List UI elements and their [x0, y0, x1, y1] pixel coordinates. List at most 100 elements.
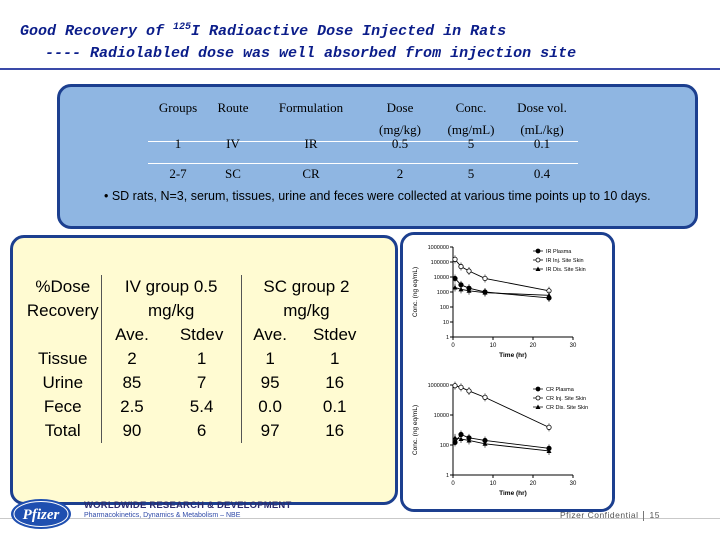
data-point — [466, 437, 472, 443]
legend-marker — [535, 248, 541, 254]
data-point — [466, 288, 472, 293]
study-cell: IR — [258, 132, 364, 155]
x-tick-label: 20 — [530, 343, 537, 349]
study-cell: 5 — [436, 162, 506, 185]
title-line-1: Good Recovery of 125I Radioactive Dose I… — [20, 22, 506, 40]
title-divider — [0, 68, 720, 70]
rec-row-tissue: Tissue 2 1 1 1 — [25, 347, 371, 371]
y-tick-label: 100 — [440, 443, 449, 449]
page-number: 15 — [649, 510, 660, 520]
data-point — [482, 394, 488, 400]
title-line-2: ---- Radiolabled dose was well absorbed … — [45, 45, 577, 62]
rec-cell: 2.5 — [120, 397, 144, 416]
y-tick-label: 100000 — [431, 260, 449, 266]
title-suffix: I Radioactive Dose Injected in Rats — [191, 23, 507, 40]
rec-row-label: Tissue — [25, 347, 102, 371]
rec-cell: 0.1 — [322, 397, 347, 416]
legend-entry: IR Plasma — [546, 249, 572, 255]
legend-entry: IR Inj. Site Skin — [546, 258, 584, 264]
x-axis-label: Time (hr) — [499, 490, 527, 497]
title-isotope-sup: 125 — [173, 22, 192, 33]
rec-row-urine: Urine 85 7 95 16 — [25, 371, 371, 395]
rec-cell: 6 — [162, 419, 242, 443]
data-point — [546, 448, 552, 453]
legend-entry: IR Dis. Site Skin — [546, 267, 586, 273]
y-tick-label: 1 — [446, 473, 449, 479]
y-tick-label: 1000 — [437, 290, 449, 296]
y-tick-label: 10 — [443, 320, 449, 326]
study-header-route: Route — [217, 99, 249, 115]
rec-label-dose: %Dose — [25, 275, 102, 299]
title-prefix: Good Recovery of — [20, 23, 174, 40]
study-cell: SC — [208, 162, 258, 185]
study-note: • SD rats, N=3, serum, tissues, urine an… — [104, 189, 651, 203]
footer-division: Pharmacokinetics, Dynamics & Metabolism … — [84, 512, 241, 519]
study-design-box — [57, 84, 698, 229]
data-point — [458, 286, 464, 292]
x-tick-label: 30 — [570, 481, 577, 487]
y-tick-label: 10000 — [434, 413, 449, 419]
rec-cell: 16 — [325, 373, 345, 392]
x-axis-label: Time (hr) — [499, 352, 527, 359]
study-cell: 1 — [148, 132, 208, 155]
pfizer-logo-icon: Pfizer — [11, 499, 71, 529]
study-cell: CR — [258, 162, 364, 185]
study-cell: 0.5 — [364, 132, 436, 155]
rec-cell: 2 — [127, 349, 137, 368]
study-row-2: 2-7 SC CR 2 5 0.4 — [148, 162, 578, 185]
rec-header-row-2: Recovery mg/kg mg/kg — [25, 299, 371, 323]
rec-iv-unit: mg/kg — [101, 299, 242, 323]
rec-sub-sc-ave: Ave. — [253, 325, 287, 344]
study-header-groups: Groups — [158, 99, 198, 115]
rec-sub-iv-ave: Ave. — [115, 325, 149, 344]
rec-cell-total-sc: 97 — [260, 421, 280, 440]
rec-cell: 1 — [162, 347, 242, 371]
rec-sc-header: SC group 2 — [263, 277, 350, 296]
footer-org: WORLDWIDE RESEARCH & DEVELOPMENT — [84, 500, 292, 511]
legend-marker — [535, 266, 541, 271]
ir-plot-panel: 1000000 100000 10000 1000 100 10 1 0 10 20 30 Time … — [403, 235, 612, 373]
logo-text: Pfizer — [23, 507, 60, 523]
rec-row-label: Urine — [25, 371, 102, 395]
rec-cell: 16 — [325, 421, 345, 440]
rec-row-label: Fece — [25, 395, 102, 419]
x-tick-label: 10 — [490, 481, 497, 487]
data-point — [458, 384, 464, 390]
cr-plot-panel: 1000000 10000 100 1 0 10 20 30 Time (hr) Conc. (n… — [403, 373, 612, 509]
rec-cell: 85 — [122, 373, 142, 392]
y-tick-label: 1000000 — [428, 383, 449, 389]
x-tick-label: 10 — [490, 343, 497, 349]
rec-subheader-row: Ave. Stdev Ave. Stdev — [25, 323, 371, 347]
legend-entry: CR Plasma — [546, 387, 575, 393]
rec-cell: 1 — [265, 349, 275, 368]
x-tick-label: 30 — [570, 343, 577, 349]
study-cell: IV — [208, 132, 258, 155]
rec-cell: 5.4 — [162, 395, 242, 419]
rec-sub-iv-stdev: Stdev — [162, 323, 242, 347]
rec-label-recovery: Recovery — [25, 299, 102, 323]
rec-cell: 0.0 — [258, 397, 282, 416]
rec-row-fece: Fece 2.5 5.4 0.0 0.1 — [25, 395, 371, 419]
x-tick-label: 0 — [451, 343, 455, 349]
study-header-conc: Conc. — [455, 99, 487, 115]
rec-cell: 7 — [162, 371, 242, 395]
footer-confidential: Pfizer Confidential 15 — [560, 510, 660, 521]
legend-entry: CR Dis. Site Skin — [546, 405, 588, 411]
ir-concentration-chart: 1000000 100000 10000 1000 100 10 10 10 20 30 Time … — [412, 245, 586, 359]
rec-cell: 1 — [329, 349, 340, 368]
x-tick-label: 20 — [530, 481, 537, 487]
cr-concentration-chart: 1000000 10000 100 10 10 20 30 Time (hr) Conc. (n… — [412, 381, 588, 497]
confidential-label: Pfizer Confidential — [560, 510, 639, 520]
x-tick-label: 0 — [451, 481, 455, 487]
data-point — [452, 275, 458, 282]
study-cell: 2 — [364, 162, 436, 185]
data-point — [546, 424, 552, 430]
data-point — [452, 383, 458, 389]
legend-marker — [535, 404, 541, 409]
y-tick-label: 1000000 — [428, 245, 449, 251]
rec-sc-unit: mg/kg — [283, 301, 330, 320]
y-tick-label: 10000 — [434, 275, 449, 281]
rec-cell: 95 — [260, 373, 280, 392]
data-point — [546, 292, 552, 298]
rec-sub-sc-stdev: Stdev — [312, 325, 357, 344]
